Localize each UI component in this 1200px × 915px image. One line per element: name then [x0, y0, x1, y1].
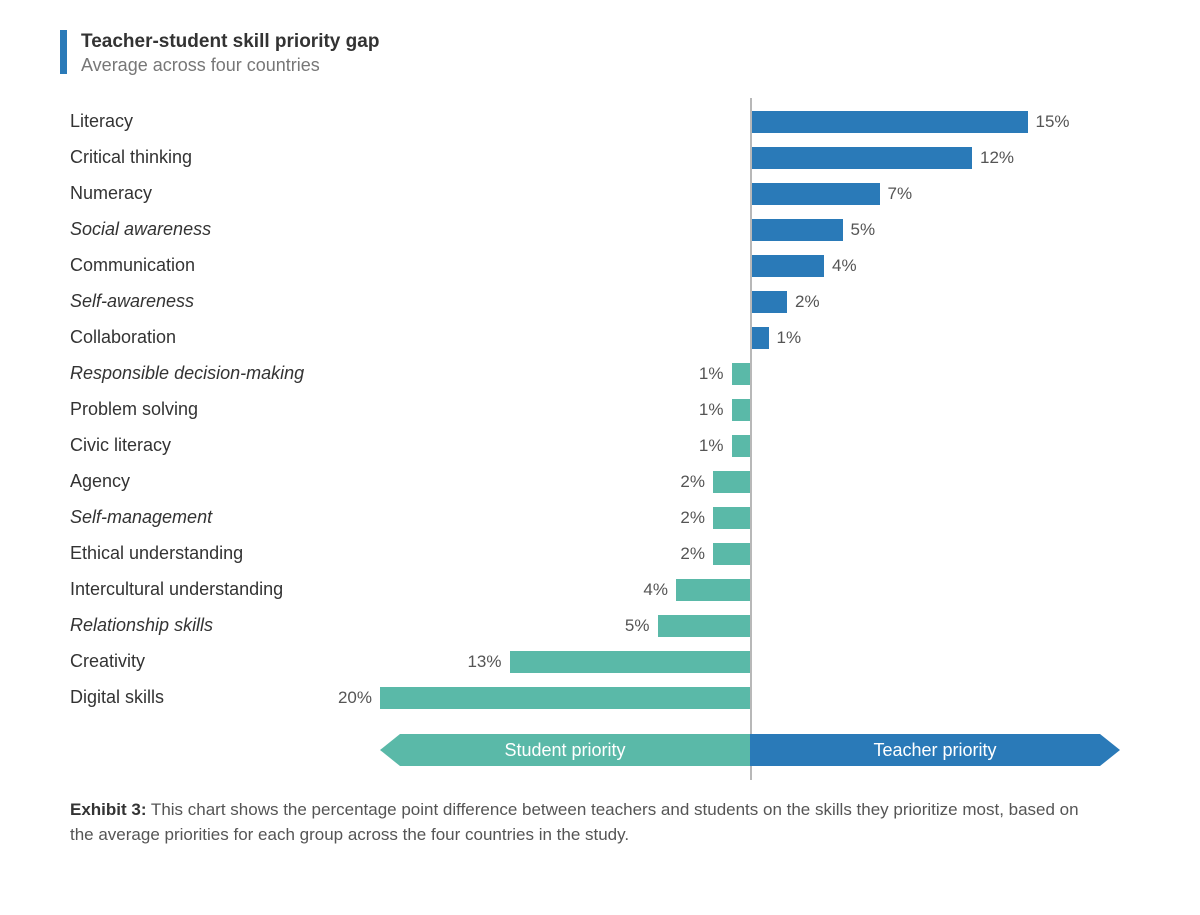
- bar: [380, 687, 750, 709]
- chart-row: Self-management 2%: [70, 500, 1120, 536]
- arrow-head-left-icon: [380, 734, 400, 766]
- bar-value: 5%: [625, 616, 650, 636]
- student-priority-arrow: Student priority: [380, 734, 750, 766]
- chart-row: Social awareness 5%: [70, 212, 1120, 248]
- diverging-bar-chart: Literacy 15% Critical thinking 12% Numeracy 7…: [70, 104, 1120, 716]
- row-label: Ethical understanding: [70, 544, 380, 564]
- bar: [713, 507, 750, 529]
- teacher-priority-label: Teacher priority: [873, 740, 996, 761]
- row-label: Collaboration: [70, 328, 380, 348]
- chart-subtitle: Average across four countries: [81, 54, 379, 77]
- row-label: Self-management: [70, 508, 380, 528]
- chart-row: Responsible decision-making 1%: [70, 356, 1120, 392]
- bar: [732, 399, 751, 421]
- caption-text: This chart shows the percentage point di…: [70, 800, 1079, 844]
- chart-header: Teacher-student skill priority gap Avera…: [60, 30, 1140, 76]
- chart-row: Numeracy 7%: [70, 176, 1120, 212]
- bar-value: 1%: [699, 436, 724, 456]
- bar: [750, 219, 843, 241]
- chart-caption: Exhibit 3: This chart shows the percenta…: [70, 798, 1090, 847]
- row-label: Literacy: [70, 112, 380, 132]
- bar-value: 2%: [680, 508, 705, 528]
- bar-value: 13%: [467, 652, 501, 672]
- bar: [510, 651, 751, 673]
- axis-legend: Student priority Teacher priority: [380, 734, 1120, 766]
- row-label: Digital skills: [70, 688, 380, 708]
- bar: [658, 615, 751, 637]
- chart-title: Teacher-student skill priority gap: [81, 30, 379, 54]
- header-accent-bar: [60, 30, 67, 74]
- chart-row: Collaboration 1%: [70, 320, 1120, 356]
- row-label: Agency: [70, 472, 380, 492]
- chart-row: Literacy 15%: [70, 104, 1120, 140]
- bar-value: 2%: [680, 544, 705, 564]
- chart-row: Critical thinking 12%: [70, 140, 1120, 176]
- bar: [713, 471, 750, 493]
- row-label: Communication: [70, 256, 380, 276]
- chart-area: Literacy 15% Critical thinking 12% Numeracy 7…: [60, 104, 1140, 716]
- row-label: Problem solving: [70, 400, 380, 420]
- row-label: Self-awareness: [70, 292, 380, 312]
- bar: [732, 435, 751, 457]
- teacher-priority-arrow: Teacher priority: [750, 734, 1120, 766]
- row-label: Intercultural understanding: [70, 580, 380, 600]
- bar: [676, 579, 750, 601]
- row-label: Critical thinking: [70, 148, 380, 168]
- bar-value: 1%: [777, 328, 802, 348]
- row-label: Civic literacy: [70, 436, 380, 456]
- chart-row: Intercultural understanding 4%: [70, 572, 1120, 608]
- chart-row: Creativity 13%: [70, 644, 1120, 680]
- row-label: Numeracy: [70, 184, 380, 204]
- bar-value: 12%: [980, 148, 1014, 168]
- bar-value: 20%: [338, 688, 372, 708]
- bar-value: 1%: [699, 400, 724, 420]
- row-label: Creativity: [70, 652, 380, 672]
- center-axis-line: [750, 98, 752, 780]
- chart-row: Ethical understanding 2%: [70, 536, 1120, 572]
- row-label: Responsible decision-making: [70, 364, 380, 384]
- bar-value: 5%: [851, 220, 876, 240]
- bar-value: 4%: [643, 580, 668, 600]
- arrow-head-right-icon: [1100, 734, 1120, 766]
- bar: [732, 363, 751, 385]
- chart-row: Problem solving 1%: [70, 392, 1120, 428]
- bar: [713, 543, 750, 565]
- bar-value: 4%: [832, 256, 857, 276]
- chart-row: Civic literacy 1%: [70, 428, 1120, 464]
- bar: [750, 183, 880, 205]
- caption-lead: Exhibit 3:: [70, 800, 147, 819]
- bar: [750, 255, 824, 277]
- bar-value: 2%: [795, 292, 820, 312]
- bar-value: 2%: [680, 472, 705, 492]
- chart-row: Relationship skills 5%: [70, 608, 1120, 644]
- bar: [750, 291, 787, 313]
- bar: [750, 327, 769, 349]
- student-priority-label: Student priority: [504, 740, 625, 761]
- chart-row: Communication 4%: [70, 248, 1120, 284]
- chart-row: Agency 2%: [70, 464, 1120, 500]
- chart-row: Self-awareness 2%: [70, 284, 1120, 320]
- bar: [750, 111, 1028, 133]
- bar: [750, 147, 972, 169]
- bar-value: 15%: [1036, 112, 1070, 132]
- chart-row: Digital skills20%: [70, 680, 1120, 716]
- row-label: Relationship skills: [70, 616, 380, 636]
- bar-value: 1%: [699, 364, 724, 384]
- header-text: Teacher-student skill priority gap Avera…: [81, 30, 379, 76]
- bar-value: 7%: [888, 184, 913, 204]
- row-label: Social awareness: [70, 220, 380, 240]
